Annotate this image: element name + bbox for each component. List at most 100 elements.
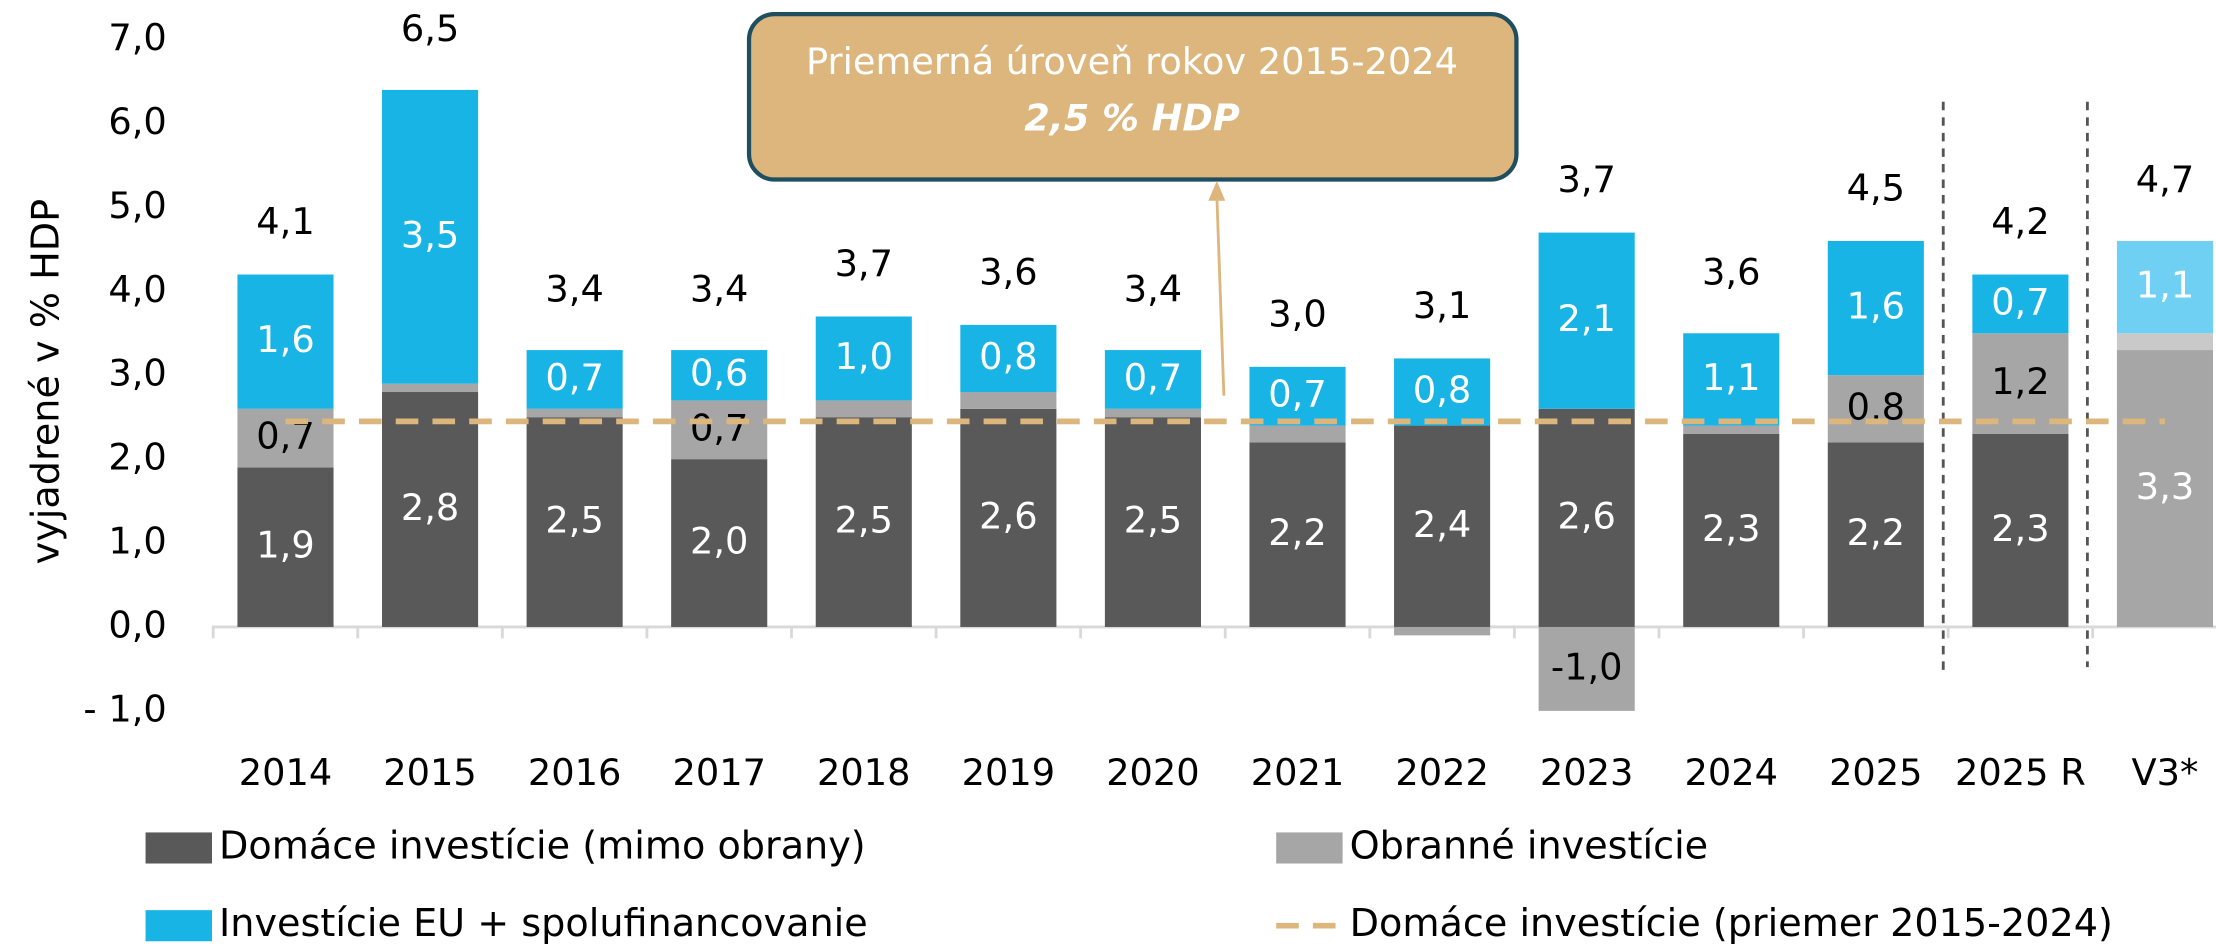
- bar-segment: [1972, 433, 2069, 627]
- x-tick-label: 2015: [383, 751, 477, 794]
- arrow-head: [1208, 180, 1226, 201]
- data-label: 2,6: [979, 494, 1037, 537]
- data-label: 2,3: [1702, 507, 1760, 550]
- bar-segment: [1827, 442, 1924, 627]
- bar-segment: [382, 392, 479, 627]
- bar-segment: [1538, 232, 1635, 409]
- data-label: 2,8: [401, 486, 459, 529]
- data-label: 2,2: [1268, 511, 1326, 554]
- annotation: Priemerná úroveň rokov 2015-2024 2,5 % H…: [746, 12, 1519, 396]
- legend-swatch: [1276, 832, 1343, 864]
- bar-segment: [1683, 425, 1780, 434]
- y-tick-label: 5,0: [108, 184, 166, 227]
- bar-segment: [1394, 425, 1491, 627]
- data-label: 0,7: [1991, 280, 2049, 323]
- y-tick-label: 7,0: [108, 16, 166, 59]
- x-tick-label: 2018: [817, 751, 910, 794]
- data-label: 2,3: [1991, 507, 2049, 550]
- data-label: 1,6: [256, 318, 314, 361]
- bar-segment: [526, 408, 623, 418]
- bar-segment: [1972, 333, 2069, 434]
- bar-segment: [526, 350, 623, 409]
- total-label: 3,7: [1557, 158, 1615, 201]
- legend-swatch: [145, 832, 212, 864]
- bar-segment: [1394, 626, 1491, 636]
- x-tick-label: 2025 R: [1955, 751, 2086, 794]
- total-label: 3,6: [1702, 251, 1760, 294]
- data-label: 1,6: [1847, 285, 1905, 328]
- data-label: 2,4: [1413, 503, 1471, 546]
- annotation-text: Priemerná úroveň rokov 2015-2024: [806, 40, 1458, 83]
- bar-segment: [1394, 358, 1491, 426]
- bar-segment: [1249, 442, 1346, 627]
- bar-segment: [1249, 366, 1346, 426]
- x-tick-label: 2025: [1829, 751, 1922, 794]
- data-label: 2,5: [1124, 499, 1182, 542]
- data-label: 0,8: [1413, 369, 1471, 412]
- bar-segment: [2116, 333, 2214, 351]
- bar-segment: [671, 350, 768, 401]
- data-label: 0,7: [545, 356, 603, 399]
- data-label: 1,2: [1991, 360, 2049, 403]
- data-label: 0,7: [1268, 373, 1326, 416]
- legend-label: Domáce investície (mimo obrany): [219, 823, 866, 867]
- legend: Domáce investície (mimo obrany) Obranné i…: [145, 823, 2113, 945]
- total-label: 3,1: [1413, 284, 1471, 327]
- y-tick-label: - 1,0: [83, 687, 166, 730]
- bar-segment: [1538, 408, 1635, 627]
- bar-segment: [671, 400, 768, 460]
- data-label: 2,1: [1557, 297, 1615, 340]
- data-label: 0,7: [1124, 356, 1182, 399]
- total-label: 3,4: [690, 267, 748, 310]
- data-label: 1,9: [256, 524, 314, 567]
- x-tick-label: 2022: [1395, 751, 1489, 794]
- data-label: 2,5: [835, 499, 893, 542]
- total-label: 4,2: [1991, 200, 2049, 243]
- x-tick-label: 2021: [1251, 751, 1345, 794]
- x-tick-label: 2016: [528, 751, 622, 794]
- data-label: 2,5: [545, 499, 603, 542]
- data-label: 3,5: [401, 213, 459, 256]
- bar-segment: [960, 324, 1057, 393]
- y-tick-label: 0,0: [108, 603, 166, 646]
- total-label: 3,4: [545, 267, 603, 310]
- plot: - 1,0 0,0 1,0 2,0 3,0 4,0 5,0 6,0 7,0 1,9 0,7 1,6 4,…: [83, 7, 2216, 794]
- bar-segment: [1827, 375, 1924, 443]
- bar-segment: [237, 467, 334, 627]
- x-tick-label: 2023: [1540, 751, 1634, 794]
- data-label: -1,0: [1551, 645, 1623, 688]
- x-tick-label: 2017: [672, 751, 766, 794]
- total-label: 3,6: [979, 251, 1037, 294]
- total-label: 3,7: [835, 242, 893, 285]
- bar-segment: [815, 417, 912, 627]
- data-label: 1,1: [1702, 356, 1760, 399]
- total-label: 3,4: [1124, 267, 1182, 310]
- data-label: 0,7: [690, 406, 748, 449]
- data-label: 1,1: [2136, 264, 2194, 307]
- data-label: 0,8: [979, 335, 1037, 378]
- bar-segment: [526, 417, 623, 627]
- bar-segment: [960, 408, 1057, 627]
- annotation-box: [746, 12, 1519, 182]
- x-tick-label: 2019: [962, 751, 1056, 794]
- total-label: 3,0: [1268, 292, 1326, 335]
- total-label: 4,7: [2136, 158, 2194, 201]
- x-tick-label: 2014: [239, 751, 333, 794]
- annotation-arrow: [1215, 194, 1226, 396]
- total-label: 4,1: [256, 200, 314, 243]
- bar-segment: [1249, 425, 1346, 443]
- legend-swatch: [145, 910, 212, 942]
- y-axis-label: vyjadrené v % HDP: [24, 199, 68, 565]
- bar-segment: [815, 316, 912, 401]
- legend-label: Investície EU + spolufinancovanie: [219, 901, 868, 945]
- bar-segment: [382, 89, 479, 384]
- y-tick-label: 6,0: [108, 100, 166, 143]
- bar-segment: [1104, 408, 1201, 418]
- total-label: 4,5: [1847, 167, 1905, 210]
- bar-segment: [960, 392, 1057, 409]
- y-tick-label: 4,0: [108, 268, 166, 311]
- annotation-highlight: 2,5 % HDP: [1024, 97, 1240, 140]
- y-tick-label: 2,0: [108, 436, 166, 479]
